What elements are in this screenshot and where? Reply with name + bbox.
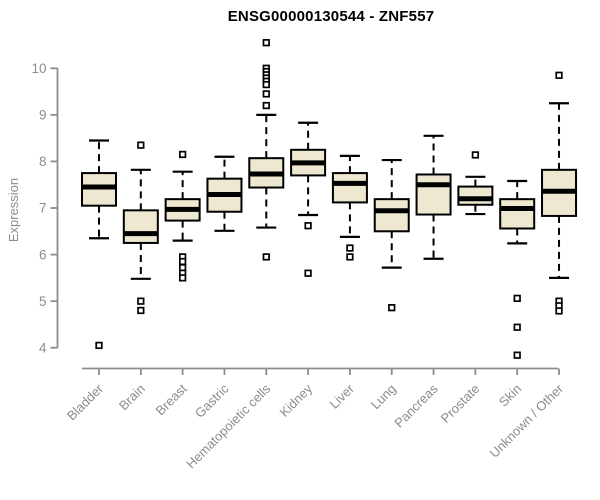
outlier-point [471,151,480,159]
y-tick-label: 7 [39,201,47,216]
outlier-point [346,244,354,252]
x-tick-label-prostate: Prostate [438,381,483,426]
chart-title: ENSG00000130544 - ZNF557 [227,8,435,25]
x-tick-label-breast: Breast [153,381,190,418]
x-tick-label-unknown-other: Unknown / Other [487,381,567,461]
outlier-point [262,90,270,98]
box-group-liver [331,154,368,261]
outlier-point [513,351,521,359]
outlier-point [262,101,270,110]
outlier-point [388,304,396,312]
box-group-kidney [290,121,327,277]
x-tick-label-pancreas: Pancreas [391,381,441,431]
y-tick-label: 4 [39,340,47,355]
outlier-point [262,253,270,261]
outlier-point [262,39,270,47]
box-group-skin [499,179,536,359]
box-group-hematopoietic-cells [248,39,285,261]
iqr-box [122,209,159,244]
outlier-point [555,71,563,79]
iqr-box [499,198,536,230]
outlier-point [262,80,270,89]
outlier-point [304,222,312,230]
box-group-bladder [81,139,117,350]
box-group-gastric [206,155,243,232]
iqr-box [457,185,494,206]
y-axis: 4 5 6 7 8 9 10 [31,61,59,355]
y-tick-label: 6 [39,247,47,262]
y-tick-label: 9 [39,108,47,123]
x-tick-label-brain: Brain [116,381,148,413]
iqr-box [373,198,410,233]
x-tick-label-liver: Liver [327,381,358,412]
x-tick-label-lung: Lung [368,381,399,412]
outlier-point [178,150,187,159]
outlier-point [555,307,563,315]
outlier-point [95,341,103,350]
y-tick-label: 8 [39,154,47,169]
outlier-point [513,323,521,331]
x-tick-label-bladder: Bladder [64,381,107,424]
box-group-unknown-other [541,71,578,315]
box-group-lung [373,158,410,312]
outlier-point [137,297,145,305]
outlier-point [513,294,521,303]
box-group-brain [122,141,159,315]
x-tick-label-gastric: Gastric [192,381,232,421]
box-group-pancreas [415,134,452,260]
box-group-breast [164,150,201,282]
outlier-point [178,257,187,266]
x-tick-label-kidney: Kidney [277,381,316,420]
x-tick-label-skin: Skin [496,381,524,409]
outlier-point [137,306,145,315]
iqr-box [331,172,368,204]
iqr-box [415,173,452,216]
outlier-point [137,141,145,149]
box-group-prostate [457,151,494,216]
y-tick-label: 10 [31,61,46,76]
y-tick-label: 5 [39,294,47,309]
outlier-point [346,253,354,261]
outlier-point [304,269,312,277]
outlier-point [178,274,187,282]
